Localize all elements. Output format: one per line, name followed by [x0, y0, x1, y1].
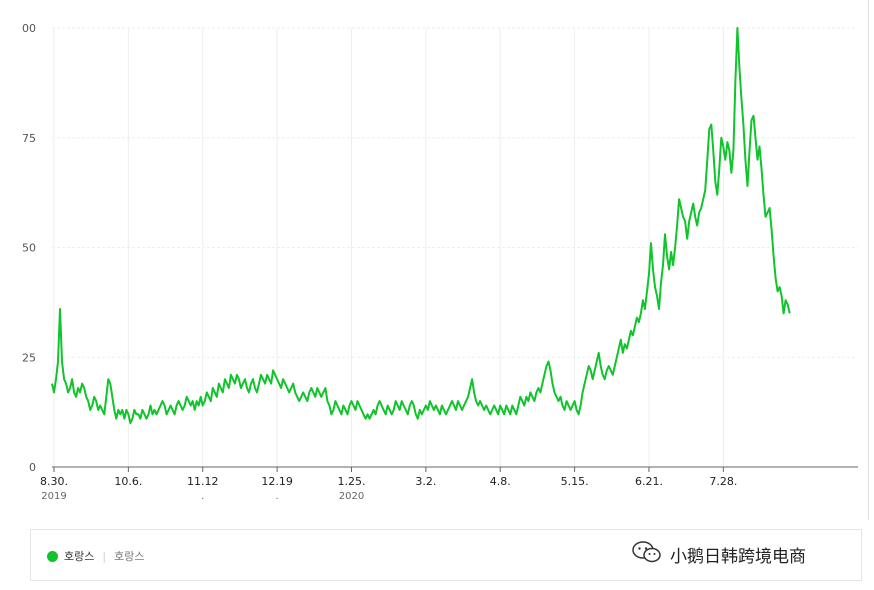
x-tick-label: 6.21.	[635, 475, 663, 488]
wechat-icon	[632, 540, 662, 569]
legend-dot-icon	[47, 550, 58, 562]
legend-label: 호랑스	[64, 550, 95, 563]
y-tick-label: 0	[29, 461, 36, 474]
legend-sub-label: 호랑스	[114, 550, 145, 563]
x-tick-label: 7.28.	[709, 475, 737, 488]
legend-item[interactable]: 호랑스 | 호랑스	[47, 548, 144, 564]
y-tick-label: 25	[22, 351, 36, 364]
x-tick-sublabel: .	[276, 491, 279, 502]
x-tick-sublabel: .	[201, 491, 204, 502]
x-tick-sublabel: 2020	[339, 491, 364, 502]
watermark: 小鹅日韩跨境电商	[632, 540, 806, 569]
x-tick-label: 12.19	[261, 475, 293, 488]
y-tick-label: 75	[22, 132, 36, 145]
series-line	[51, 27, 791, 425]
x-tick-label: 4.8.	[490, 475, 511, 488]
x-tick-label: 1.25.	[337, 475, 365, 488]
x-tick-label: 5.15.	[561, 475, 589, 488]
right-border	[868, 0, 869, 520]
x-tick-label: 8.30.	[40, 475, 68, 488]
legend-separator: |	[102, 549, 107, 563]
watermark-text: 小鹅日韩跨境电商	[670, 547, 806, 567]
x-tick-label: 3.2.	[415, 475, 436, 488]
legend: 호랑스 | 호랑스	[30, 529, 862, 581]
x-tick-label: 10.6.	[114, 475, 142, 488]
x-tick-sublabel: 2019	[41, 491, 66, 502]
chart-svg: 0 25 50 75 00 8.30. 2019 10.6. 11.12. 12.19. 1.25.…	[22, 22, 858, 502]
y-tick-label: 00	[22, 22, 36, 35]
x-tick-label: 11.12	[187, 475, 219, 488]
y-tick-label: 50	[22, 242, 36, 255]
